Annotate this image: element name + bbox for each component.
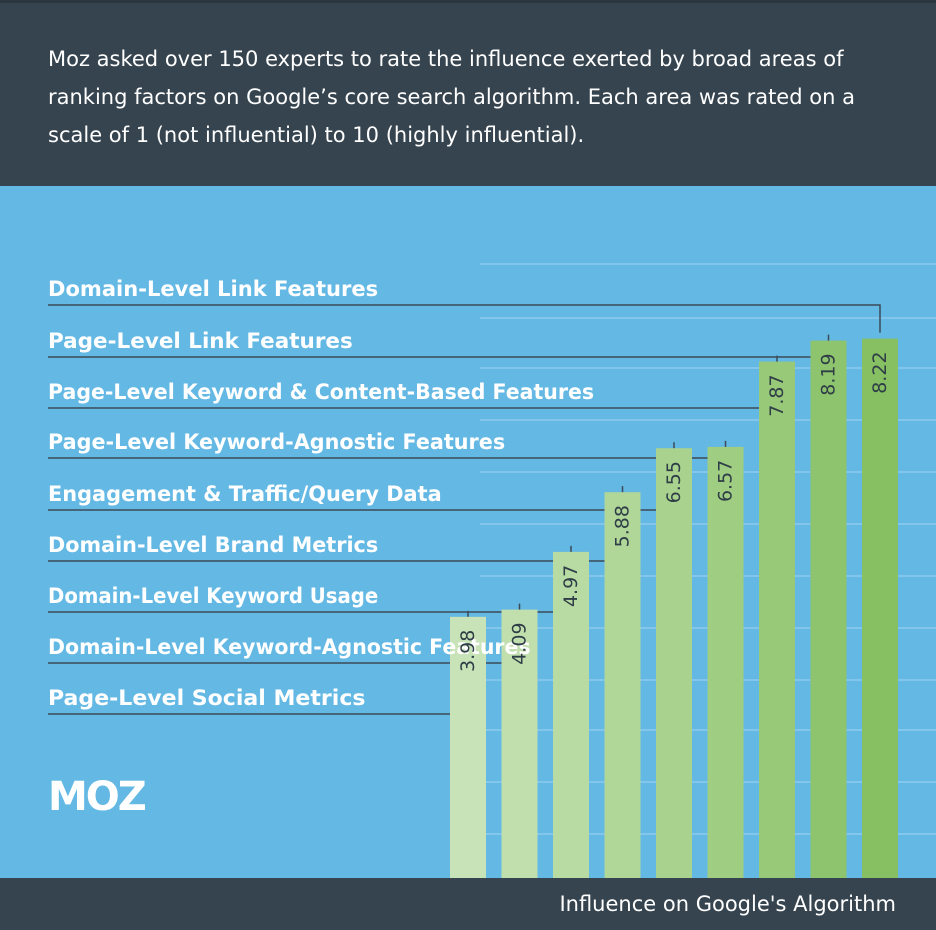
value-label: 3.98 [457, 630, 479, 672]
bar [862, 338, 898, 879]
category-label: Page-Level Social Metrics [48, 686, 366, 710]
footer-bar: Influence on Google's Algorithm [0, 878, 936, 930]
category-label: Domain-Level Keyword-Agnostic Features [48, 635, 531, 659]
value-label: 6.55 [663, 461, 685, 503]
bar [810, 340, 847, 878]
bar [759, 361, 795, 879]
header-panel: Moz asked over 150 experts to rate the i… [0, 0, 936, 186]
category-label: Domain-Level Link Features [48, 277, 378, 301]
category-label: Page-Level Keyword & Content-Based Featu… [48, 380, 594, 404]
value-labels: 3.98 4.09 4.97 5.88 6.55 6.57 7.87 8.19 8.22 [457, 351, 891, 672]
bar [707, 446, 744, 878]
bar [656, 448, 692, 878]
category-label: Engagement & Traffic/Query Data [48, 482, 442, 506]
x-axis-label: Influence on Google's Algorithm [559, 892, 896, 916]
bar [553, 551, 589, 878]
header-top-rule [0, 0, 936, 3]
category-label: Page-Level Keyword-Agnostic Features [48, 430, 505, 454]
value-label: 8.19 [818, 353, 840, 395]
category-label: Domain-Level Brand Metrics [48, 533, 378, 557]
category-label: Page-Level Link Features [48, 329, 353, 353]
value-label: 4.09 [509, 622, 531, 664]
moz-logo: MOZ [48, 774, 146, 820]
bars [450, 338, 898, 879]
value-label: 5.88 [612, 505, 634, 547]
value-label: 4.97 [560, 565, 582, 607]
leader-line [48, 304, 881, 333]
bar [604, 492, 641, 878]
value-label: 8.22 [869, 351, 891, 393]
category-labels: Page-Level Social Metrics Domain-Level Ke… [48, 277, 594, 710]
bar [501, 609, 538, 878]
intro-text: Moz asked over 150 experts to rate the i… [48, 47, 855, 147]
value-label: 7.87 [766, 374, 788, 416]
category-label: Domain-Level Keyword Usage [48, 584, 378, 608]
value-label: 6.57 [715, 460, 737, 502]
bar [450, 616, 486, 878]
